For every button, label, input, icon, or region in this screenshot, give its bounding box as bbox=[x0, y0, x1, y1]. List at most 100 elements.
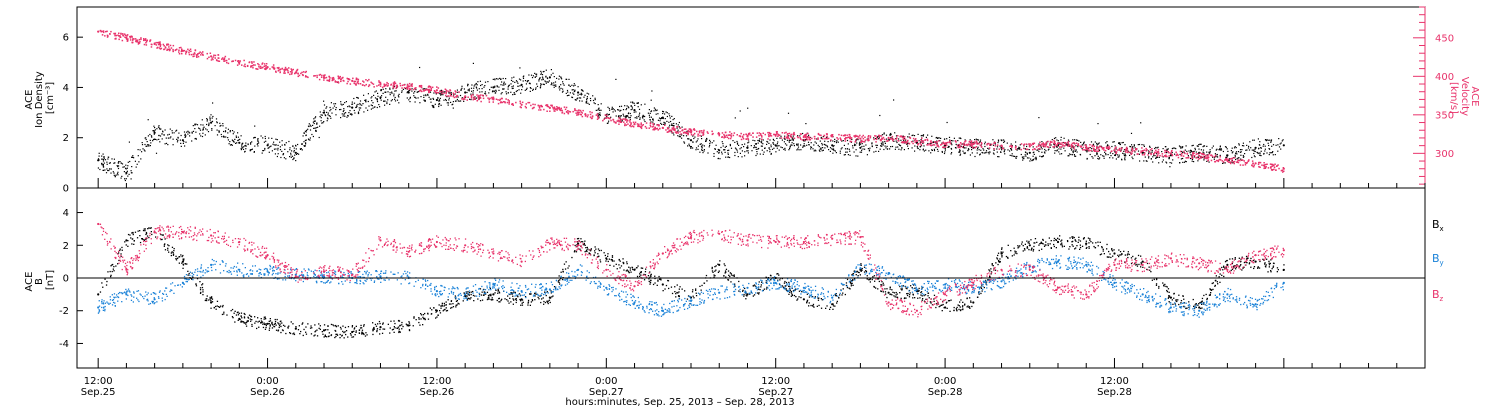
velocity-point bbox=[187, 48, 189, 51]
density-point bbox=[1137, 150, 1140, 152]
density-point bbox=[976, 139, 978, 141]
density-point bbox=[678, 121, 680, 124]
velocity-point bbox=[649, 124, 652, 127]
density-point bbox=[115, 174, 117, 176]
density-point bbox=[478, 88, 480, 90]
density-point bbox=[962, 143, 964, 145]
velocity-sample bbox=[492, 98, 495, 101]
density-point bbox=[173, 132, 175, 134]
density-point bbox=[885, 138, 888, 140]
velocity-point bbox=[850, 137, 853, 139]
density-point bbox=[895, 146, 897, 148]
density-point bbox=[791, 144, 793, 146]
density-point bbox=[445, 99, 447, 102]
density-point bbox=[889, 133, 891, 135]
density-point bbox=[268, 137, 270, 139]
density-point bbox=[111, 158, 113, 160]
velocity-point bbox=[519, 102, 522, 104]
velocity-point bbox=[113, 32, 115, 35]
density-point bbox=[665, 111, 667, 113]
velocity-point bbox=[1191, 157, 1193, 159]
density-point bbox=[201, 119, 203, 121]
velocity-point bbox=[463, 96, 466, 99]
velocity-point bbox=[840, 138, 842, 140]
density-point bbox=[1191, 145, 1193, 147]
density-point bbox=[199, 129, 202, 131]
velocity-point bbox=[824, 137, 826, 140]
velocity-point bbox=[683, 128, 686, 130]
velocity-point bbox=[787, 136, 790, 138]
velocity-point bbox=[454, 90, 456, 92]
density-point bbox=[309, 129, 312, 131]
density-point bbox=[363, 111, 365, 113]
density-point bbox=[643, 115, 645, 117]
velocity-point bbox=[275, 71, 277, 73]
density-point bbox=[104, 159, 107, 161]
density-point bbox=[547, 81, 549, 83]
density-point bbox=[1019, 144, 1021, 146]
velocity-point bbox=[372, 83, 375, 85]
velocity-point bbox=[1274, 163, 1276, 165]
density-point bbox=[649, 112, 651, 114]
density-point bbox=[1162, 148, 1164, 150]
density-point bbox=[211, 117, 213, 119]
density-point bbox=[584, 94, 586, 96]
density-point bbox=[592, 95, 594, 97]
density-point bbox=[696, 140, 698, 142]
density-point bbox=[474, 96, 476, 98]
velocity-point bbox=[1180, 152, 1183, 155]
velocity-point bbox=[1221, 160, 1224, 162]
density-point bbox=[416, 91, 418, 93]
velocity-point bbox=[224, 55, 227, 58]
velocity-point bbox=[115, 34, 118, 37]
velocity-point bbox=[363, 81, 365, 83]
density-point bbox=[1024, 151, 1027, 153]
field-point bbox=[145, 238, 147, 241]
velocity-point bbox=[284, 68, 286, 71]
field-point bbox=[758, 293, 760, 295]
velocity-point bbox=[637, 125, 639, 127]
density-point bbox=[229, 144, 232, 146]
density-point bbox=[262, 150, 264, 152]
density-point bbox=[1143, 144, 1145, 146]
velocity-point bbox=[506, 101, 509, 104]
velocity-point bbox=[702, 132, 705, 135]
density-point bbox=[1131, 146, 1133, 148]
density-point bbox=[290, 154, 292, 156]
density-point bbox=[675, 123, 677, 125]
velocity-point bbox=[752, 132, 754, 134]
density-point bbox=[358, 109, 361, 111]
density-point bbox=[367, 109, 369, 111]
field-point bbox=[134, 231, 137, 233]
density-point bbox=[662, 110, 664, 112]
density-point bbox=[551, 83, 553, 85]
velocity-point bbox=[862, 137, 865, 140]
density-point bbox=[121, 163, 124, 165]
velocity-point bbox=[739, 135, 741, 137]
density-point bbox=[701, 147, 703, 149]
velocity-point bbox=[645, 122, 648, 124]
field-point bbox=[620, 265, 623, 267]
velocity-point bbox=[1211, 155, 1214, 157]
velocity-point bbox=[480, 100, 482, 103]
density-point bbox=[329, 110, 331, 112]
density-point bbox=[962, 146, 965, 148]
density-point bbox=[1182, 151, 1184, 153]
density-point bbox=[810, 142, 812, 144]
density-point bbox=[466, 91, 468, 94]
density-point bbox=[728, 149, 730, 151]
velocity-point bbox=[306, 76, 308, 78]
density-point bbox=[1192, 144, 1194, 146]
density-point bbox=[523, 75, 525, 77]
velocity-point bbox=[806, 137, 808, 140]
density-point bbox=[113, 158, 115, 160]
velocity-point bbox=[881, 138, 883, 140]
velocity-point bbox=[246, 65, 249, 67]
density-point bbox=[977, 146, 979, 148]
density-point bbox=[117, 162, 120, 164]
velocity-point bbox=[929, 144, 931, 146]
velocity-point bbox=[1244, 162, 1247, 164]
field-point bbox=[997, 259, 1000, 262]
velocity-point bbox=[163, 48, 165, 51]
velocity-point bbox=[895, 137, 898, 140]
